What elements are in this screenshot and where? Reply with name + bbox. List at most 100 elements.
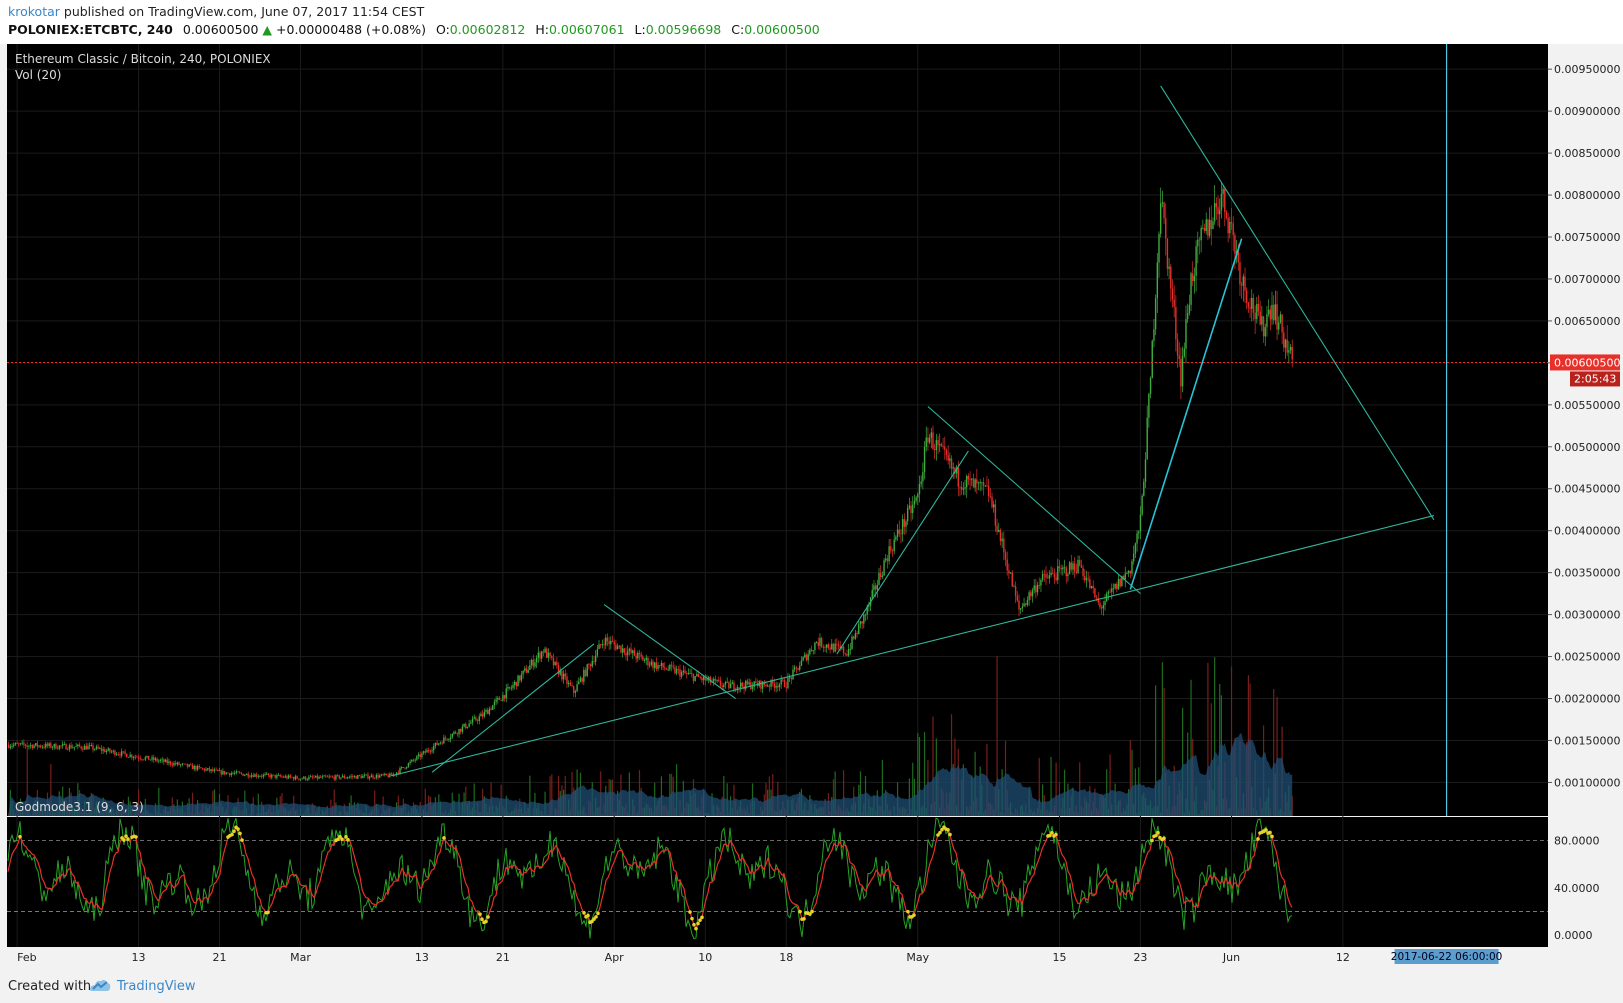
candle-body (657, 665, 659, 669)
candle-body (476, 720, 479, 722)
chart-svg[interactable]: 0.00100000 0.00150000 0.00200000 0.00250000… (0, 44, 1623, 970)
candle-body (99, 748, 101, 749)
candle-body (444, 737, 447, 739)
candle-body (1021, 606, 1024, 609)
candle-body (1244, 276, 1246, 291)
candle-body (1251, 297, 1253, 309)
candle-body (431, 750, 433, 752)
author-link[interactable]: krokotar (8, 4, 60, 19)
volume-bar (1055, 762, 1057, 816)
candle-body (485, 710, 487, 712)
candle-body (1026, 599, 1029, 605)
candle-body (158, 760, 160, 762)
candle-body (925, 437, 927, 447)
chart-container[interactable]: 0.00100000 0.00150000 0.00200000 0.00250000… (0, 44, 1623, 970)
volume-bar (768, 776, 770, 816)
candle-body (996, 525, 998, 532)
candle-body (331, 776, 334, 778)
oscillator-extreme-marker (122, 838, 126, 842)
candle-body (598, 644, 600, 650)
candle-body (1143, 481, 1145, 496)
candle-body (1008, 570, 1010, 574)
candle-body (551, 655, 553, 658)
candle-body (448, 739, 450, 740)
oscillator-extreme-marker (1050, 830, 1054, 835)
candle-body (632, 650, 634, 654)
candle-body (1161, 202, 1164, 204)
candle-body (696, 674, 698, 677)
candle-body (298, 778, 300, 780)
candle-body (913, 500, 916, 505)
candle-body (45, 743, 47, 748)
volume-bar (1291, 795, 1293, 816)
candle-body (507, 687, 509, 689)
candle-body (692, 674, 695, 681)
candle-body (1267, 309, 1270, 315)
candle-body (503, 695, 506, 699)
candle-body (80, 746, 82, 749)
time-tick-label: 12 (1336, 951, 1350, 964)
candle-body (1149, 377, 1152, 395)
tradingview-brand[interactable]: TradingView (117, 979, 196, 994)
candle-body (56, 748, 59, 750)
candle-body (785, 686, 787, 688)
volume-bar (842, 770, 845, 816)
candle-body (144, 757, 147, 760)
candle-body (58, 745, 60, 749)
candle-body (321, 776, 324, 778)
candle-body (1121, 575, 1123, 587)
footer: Created with TradingView (0, 970, 1623, 1003)
candle-body (854, 633, 857, 639)
oscillator-fast-line (7, 817, 1293, 940)
candle-body (1207, 219, 1209, 236)
candle-body (554, 661, 556, 666)
candle-body (191, 764, 194, 770)
candle-body (1045, 574, 1047, 578)
candle-body (844, 653, 846, 655)
oscillator-extreme-marker (484, 919, 488, 924)
candle-body (1192, 273, 1194, 282)
candle-body (615, 644, 617, 650)
candle-body (581, 678, 583, 682)
tradingview-logo-icon[interactable] (88, 977, 112, 995)
volume-bar (832, 779, 835, 816)
candle-body (382, 774, 384, 776)
candle-body (271, 774, 273, 778)
candle-body (372, 775, 374, 778)
candle-body (31, 745, 33, 749)
candle-body (1215, 203, 1218, 208)
price-tick-label: 0.00100000 (1554, 776, 1620, 789)
candle-body (1146, 417, 1148, 460)
candle-body (257, 776, 260, 778)
candle-body (804, 654, 806, 658)
candle-body (267, 773, 270, 775)
candles (7, 182, 1293, 782)
candle-body (635, 655, 637, 659)
candle-body (404, 767, 406, 769)
candle-body (1222, 188, 1224, 194)
oscillator-extreme-marker (1048, 833, 1052, 838)
candle-body (637, 652, 639, 659)
volume-bar (932, 716, 934, 816)
candle-body (77, 744, 79, 747)
candle-body (981, 482, 983, 483)
candle-body (293, 777, 295, 780)
candle-body (672, 666, 674, 668)
oscillator-extreme-marker (940, 827, 944, 832)
oscillator-extreme-marker (692, 922, 696, 927)
candle-body (1111, 588, 1113, 592)
candle-body (594, 655, 597, 662)
candle-body (569, 682, 572, 686)
candle-body (874, 585, 877, 590)
candle-body (1031, 590, 1034, 597)
candle-body (841, 646, 843, 649)
candle-body (164, 759, 167, 763)
volume-bar (881, 760, 883, 816)
candle-body (918, 484, 921, 495)
volume-bar (1050, 756, 1052, 816)
volume-bar (137, 789, 140, 816)
candle-body (338, 775, 340, 779)
candle-body (1225, 212, 1228, 218)
candle-body (788, 677, 791, 679)
candle-body (65, 744, 67, 750)
